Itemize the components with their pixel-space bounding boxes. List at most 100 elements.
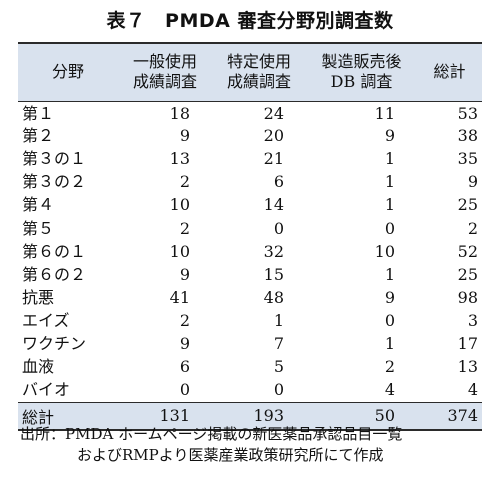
cell-general-use: 41 [169, 288, 190, 308]
table-row: 抗悪 41 48 9 98 [18, 286, 482, 309]
cell-general-use: 2 [179, 172, 190, 192]
cell-postmarketing-db: 11 [374, 103, 395, 123]
cell-postmarketing-db: 10 [374, 241, 395, 261]
cell-postmarketing-db: 1 [384, 195, 395, 215]
table-row: 第６の１ 10 32 10 52 [18, 240, 482, 263]
total-label: 総計 [18, 401, 118, 431]
cell-postmarketing-db: 1 [384, 264, 395, 284]
header-row: 分野 一般使用 成績調査 特定使用 成績調査 製造販売後 DB 調査 総計 [18, 42, 482, 102]
header-field-label: 分野 [51, 62, 84, 82]
cell-postmarketing-db: 0 [384, 218, 395, 238]
cell-postmarketing-db: 2 [384, 357, 395, 377]
cell-general-use: 9 [179, 264, 190, 284]
cell-field-name: バイオ [22, 380, 71, 400]
header-postmarketing-db: 製造販売後 DB 調査 [306, 42, 417, 102]
cell-postmarketing-db: 9 [384, 126, 395, 146]
cell-total: 53 [457, 103, 478, 123]
table-title: 表７ PMDA 審査分野別調査数 [106, 10, 394, 32]
header-specific-use-line1: 特定使用 [226, 52, 291, 72]
cell-total: 98 [457, 288, 478, 308]
cell-total: 52 [457, 241, 478, 261]
cell-total: 17 [457, 334, 478, 354]
cell-field-name: 第３の１ [22, 149, 87, 169]
cell-general-use: 9 [179, 334, 190, 354]
cell-field-name: エイズ [22, 311, 70, 331]
cell-specific-use: 32 [263, 241, 284, 261]
cell-total: 4 [467, 380, 478, 400]
total-general-use: 131 [118, 401, 212, 431]
survey-count-table: 分野 一般使用 成績調査 特定使用 成績調査 製造販売後 DB 調査 総計 第１… [18, 42, 482, 431]
header-postmarketing-db-line2: DB 調査 [330, 72, 393, 92]
cell-postmarketing-db: 0 [384, 311, 395, 331]
cell-total: 25 [457, 195, 478, 215]
cell-field-name: 第３の２ [22, 172, 87, 192]
cell-specific-use: 15 [263, 264, 284, 284]
table-row: バイオ 0 0 4 4 [18, 379, 482, 402]
cell-specific-use: 1 [273, 311, 284, 331]
table-row: 第１ 18 24 11 53 [18, 101, 482, 125]
table-row: エイズ 2 1 0 3 [18, 310, 482, 333]
table-row: 第５ 2 0 0 2 [18, 217, 482, 240]
cell-specific-use: 14 [263, 195, 284, 215]
header-specific-use-line2: 成績調査 [226, 72, 291, 92]
cell-total: 35 [457, 149, 478, 169]
cell-general-use: 2 [179, 311, 190, 331]
cell-total: 25 [457, 264, 478, 284]
total-row: 総計 131 193 50 374 [18, 401, 482, 431]
cell-general-use: 6 [179, 357, 190, 377]
cell-total: 3 [467, 311, 478, 331]
header-general-use-line2: 成績調査 [132, 72, 197, 92]
cell-general-use: 13 [169, 149, 190, 169]
cell-postmarketing-db: 1 [384, 172, 395, 192]
total-postmarketing-db: 50 [306, 401, 417, 431]
cell-field-name: 第２ [22, 126, 55, 146]
header-general-use: 一般使用 成績調査 [118, 42, 212, 102]
cell-specific-use: 0 [273, 218, 284, 238]
table-row: 血液 6 5 2 13 [18, 356, 482, 379]
cell-total: 13 [457, 357, 478, 377]
header-general-use-line1: 一般使用 [132, 52, 197, 72]
header-total-label: 総計 [433, 62, 466, 82]
cell-field-name: 第６の２ [22, 264, 87, 284]
total-specific-use: 193 [212, 401, 306, 431]
cell-field-name: 第６の１ [22, 241, 87, 261]
cell-postmarketing-db: 1 [384, 334, 395, 354]
cell-general-use: 9 [179, 126, 190, 146]
header-specific-use: 特定使用 成績調査 [212, 42, 306, 102]
cell-field-name: 抗悪 [22, 288, 55, 308]
table-row: 第６の２ 9 15 1 25 [18, 263, 482, 286]
table-row: 第３の１ 13 21 1 35 [18, 148, 482, 171]
total-grand: 374 [417, 401, 482, 431]
source-line2: およびRMPより医薬産業政策研究所にて作成 [77, 446, 384, 464]
cell-postmarketing-db: 1 [384, 149, 395, 169]
cell-specific-use: 5 [273, 357, 284, 377]
cell-total: 2 [467, 218, 478, 238]
cell-specific-use: 6 [273, 172, 284, 192]
cell-total: 9 [467, 172, 478, 192]
cell-field-name: ワクチン [22, 334, 87, 354]
table-row: 第４ 10 14 1 25 [18, 194, 482, 217]
cell-field-name: 第４ [22, 195, 55, 215]
source-line1: 出所：PMDA ホームページ掲載の新医薬品承認品目一覧 [20, 425, 403, 443]
cell-general-use: 0 [179, 380, 190, 400]
table-row: 第２ 9 20 9 38 [18, 125, 482, 148]
cell-postmarketing-db: 9 [384, 288, 395, 308]
cell-specific-use: 24 [263, 103, 284, 123]
cell-field-name: 第５ [22, 218, 55, 238]
cell-field-name: 血液 [22, 357, 55, 377]
cell-specific-use: 0 [273, 380, 284, 400]
header-total: 総計 [417, 42, 482, 102]
header-field: 分野 [18, 42, 118, 102]
header-postmarketing-db-line1: 製造販売後 [321, 52, 402, 72]
cell-postmarketing-db: 4 [384, 380, 395, 400]
cell-total: 38 [457, 126, 478, 146]
table-row: ワクチン 9 7 1 17 [18, 333, 482, 356]
cell-specific-use: 48 [263, 288, 284, 308]
cell-general-use: 10 [169, 241, 190, 261]
cell-general-use: 2 [179, 218, 190, 238]
cell-general-use: 18 [169, 103, 190, 123]
cell-specific-use: 20 [263, 126, 284, 146]
table-row: 第３の２ 2 6 1 9 [18, 171, 482, 194]
cell-field-name: 第１ [22, 103, 55, 123]
cell-specific-use: 21 [263, 149, 284, 169]
